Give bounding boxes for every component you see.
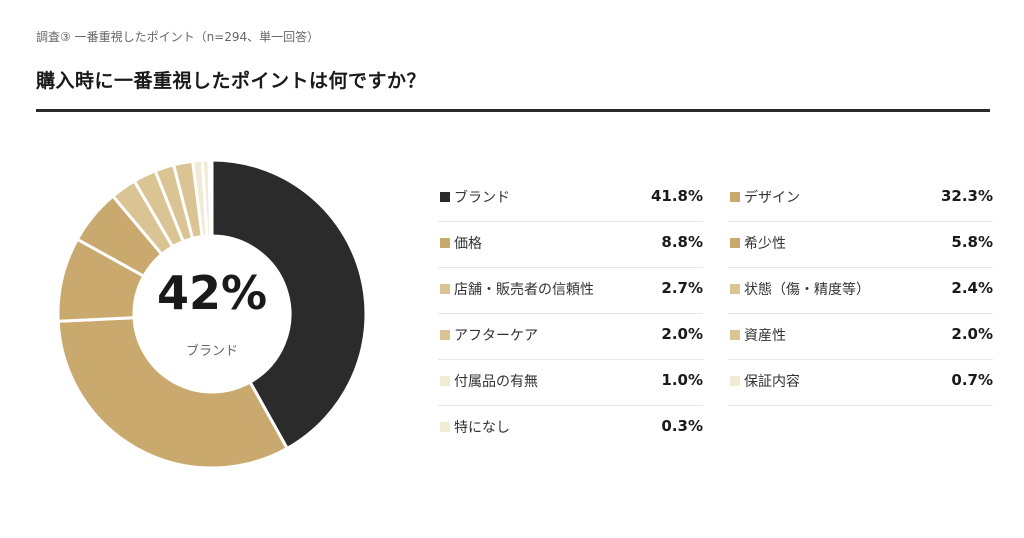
legend-swatch — [440, 238, 450, 248]
legend-label: 希少性 — [744, 236, 786, 252]
legend-item: アフターケア 2.0% — [438, 314, 703, 360]
legend-label: 特になし — [454, 420, 510, 436]
donut-slice — [207, 158, 214, 238]
legend-value: 1.0% — [661, 371, 703, 389]
legend-value: 2.7% — [661, 279, 703, 297]
legend-item: 店舗・販売者の信頼性 2.7% — [438, 268, 703, 314]
legend-item: 資産性 2.0% — [728, 314, 993, 360]
legend-item: 希少性 5.8% — [728, 222, 993, 268]
legend-swatch — [730, 376, 740, 386]
legend-swatch — [440, 330, 450, 340]
legend-label: 付属品の有無 — [454, 374, 538, 390]
donut-slice — [210, 158, 368, 451]
legend-label: 保証内容 — [744, 374, 800, 390]
legend-value: 2.4% — [951, 279, 993, 297]
legend-column-right: デザイン 32.3% 希少性 5.8% 状態（傷・精度等） 2.4% 資産性 2… — [728, 176, 993, 406]
legend-label: アフターケア — [454, 328, 538, 344]
legend-swatch — [730, 284, 740, 294]
legend-value: 5.8% — [951, 233, 993, 251]
legend-label: 資産性 — [744, 328, 786, 344]
legend-swatch — [730, 330, 740, 340]
legend-label: 店舗・販売者の信頼性 — [454, 282, 594, 298]
legend-item: 特になし 0.3% — [438, 406, 703, 451]
legend-item: 保証内容 0.7% — [728, 360, 993, 406]
title-divider — [36, 109, 990, 112]
legend-value: 41.8% — [650, 187, 703, 205]
donut-chart — [56, 158, 368, 470]
legend-column-left: ブランド 41.8% 価格 8.8% 店舗・販売者の信頼性 2.7% アフターケ… — [438, 176, 703, 451]
legend-value: 0.7% — [951, 371, 993, 389]
legend-swatch — [440, 376, 450, 386]
legend-swatch — [730, 238, 740, 248]
chart-subtitle: 調査③ 一番重視したポイント（n=294、単一回答） — [36, 30, 320, 44]
legend-item: デザイン 32.3% — [728, 176, 993, 222]
legend-label: ブランド — [454, 190, 510, 206]
legend-value: 2.0% — [661, 325, 703, 343]
legend-value: 0.3% — [661, 417, 703, 435]
legend-value: 2.0% — [951, 325, 993, 343]
legend-item: 価格 8.8% — [438, 222, 703, 268]
legend-label: 価格 — [454, 236, 482, 252]
legend-swatch — [440, 192, 450, 202]
legend-item: 付属品の有無 1.0% — [438, 360, 703, 406]
center-value: 42% — [156, 266, 268, 320]
center-label: ブランド — [185, 344, 238, 359]
chart-title: 購入時に一番重視したポイントは何ですか？ — [36, 70, 427, 92]
legend-label: 状態（傷・精度等） — [744, 282, 870, 298]
legend-swatch — [730, 192, 740, 202]
legend-item: ブランド 41.8% — [438, 176, 703, 222]
legend-label: デザイン — [744, 190, 800, 206]
donut-slice — [56, 316, 290, 470]
legend-value: 32.3% — [940, 187, 993, 205]
legend-swatch — [440, 284, 450, 294]
legend-value: 8.8% — [661, 233, 703, 251]
legend-item: 状態（傷・精度等） 2.4% — [728, 268, 993, 314]
legend-swatch — [440, 422, 450, 432]
